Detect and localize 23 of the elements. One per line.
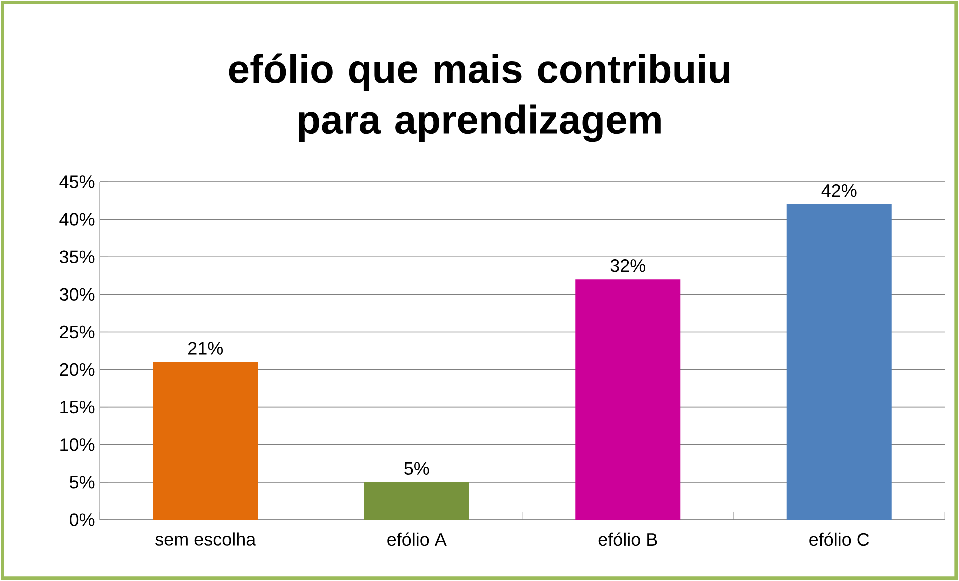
- chart-title: efólio que mais contribuiu para aprendizagem: [229, 54, 730, 142]
- data-label: 42%: [822, 184, 857, 198]
- bar: [786, 204, 892, 520]
- bar: [153, 362, 258, 520]
- y-tick-label: 15%: [60, 400, 95, 414]
- x-tick-label: efólio A: [388, 532, 447, 546]
- y-tick-label: 25%: [60, 326, 95, 339]
- data-label: 32%: [610, 260, 646, 272]
- data-label: 21%: [188, 342, 224, 355]
- y-tick-label: 40%: [60, 213, 95, 226]
- y-tick-label: 30%: [60, 288, 95, 302]
- y-tick-label: 10%: [60, 438, 95, 452]
- y-tick-label: 20%: [60, 363, 95, 376]
- x-tick-label: efólio C: [810, 532, 870, 546]
- y-tick-label: 35%: [60, 250, 95, 264]
- y-tick-label: 0%: [70, 514, 95, 526]
- y-tick-label: 5%: [70, 476, 95, 489]
- y-tick-label: 45%: [60, 176, 95, 188]
- data-label: 5%: [404, 462, 430, 476]
- bar: [364, 482, 470, 520]
- x-tick-label: sem escolha: [156, 532, 256, 546]
- x-tick-label: efólio B: [598, 532, 658, 546]
- bar: [576, 280, 681, 520]
